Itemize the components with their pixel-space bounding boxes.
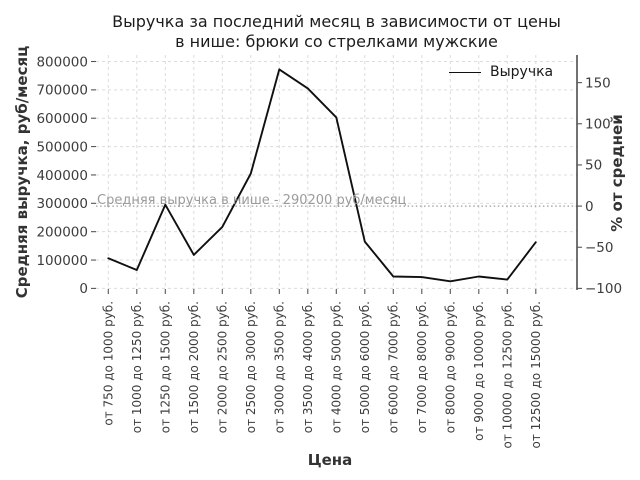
y-axis-left-tick-label: 600000 bbox=[36, 111, 88, 127]
y-axis-right-tick-label: −50 bbox=[585, 240, 614, 256]
x-axis-tick-label: от 8000 до 9000 руб. bbox=[443, 301, 457, 433]
legend: Выручка bbox=[449, 64, 553, 80]
x-axis-tick-label: от 2000 до 2500 руб. bbox=[215, 301, 229, 433]
y-axis-left-tick-label: 100000 bbox=[36, 253, 88, 269]
x-axis-tick-label: от 750 до 1000 руб. bbox=[101, 301, 115, 426]
y-axis-right-tick-label: 150 bbox=[585, 75, 611, 91]
x-axis-tick-label: от 4000 до 5000 руб. bbox=[329, 301, 343, 433]
x-axis-tick-label: от 3500 до 4000 руб. bbox=[301, 301, 315, 433]
legend-line-sample bbox=[449, 71, 481, 73]
x-axis-tick-label: от 3000 до 3500 руб. bbox=[272, 301, 286, 433]
chart-title-line1: Выручка за последний месяц в зависимости… bbox=[112, 12, 561, 31]
y-axis-left-tick-label: 700000 bbox=[36, 83, 88, 99]
y-axis-left-tick-label: 200000 bbox=[36, 224, 88, 240]
y-axis-left-tick-label: 0 bbox=[79, 281, 88, 297]
x-axis-tick-label: от 1500 до 2000 руб. bbox=[187, 301, 201, 433]
series-line-revenue bbox=[107, 68, 537, 283]
y-axis-left-tick-label: 400000 bbox=[36, 168, 88, 184]
x-axis-tick-label: от 2500 до 3000 руб. bbox=[244, 301, 258, 433]
x-axis-tick-label: от 12500 до 15000 руб. bbox=[529, 301, 543, 449]
y-axis-label-right: % от средней bbox=[608, 114, 626, 232]
y-axis-left-tick-label: 800000 bbox=[36, 54, 88, 70]
y-axis-right-tick-label: 100 bbox=[585, 117, 611, 133]
x-axis-tick-label: от 5000 до 6000 руб. bbox=[358, 301, 372, 433]
y-axis-left-tick-label: 500000 bbox=[36, 139, 88, 155]
x-axis-tick-label: от 6000 до 7000 руб. bbox=[386, 301, 400, 433]
x-axis-tick-label: от 1000 до 1250 руб. bbox=[130, 301, 144, 433]
y-axis-right-tick-label: −100 bbox=[585, 281, 622, 297]
x-axis-tick-label: от 9000 до 10000 руб. bbox=[472, 301, 486, 441]
y-axis-right-tick-label: 50 bbox=[585, 158, 602, 174]
x-axis-tick-label: от 7000 до 8000 руб. bbox=[415, 301, 429, 433]
y-axis-label-left: Средняя выручка, руб/месяц bbox=[13, 45, 31, 299]
chart-title: Выручка за последний месяц в зависимости… bbox=[96, 12, 577, 52]
chart-title-line2: в нише: брюки со стрелками мужские bbox=[175, 32, 498, 51]
y-axis-right-tick-label: 0 bbox=[585, 199, 594, 215]
average-line-annotation: Средняя выручка в нише - 290200 руб/меся… bbox=[97, 193, 407, 208]
x-axis-tick-label: от 1250 до 1500 руб. bbox=[158, 301, 172, 433]
x-axis-tick-label: от 10000 до 12500 руб. bbox=[500, 301, 514, 449]
legend-label: Выручка bbox=[490, 64, 554, 80]
y-axis-left-tick-label: 300000 bbox=[36, 196, 88, 212]
x-axis-label: Цена bbox=[307, 451, 353, 469]
